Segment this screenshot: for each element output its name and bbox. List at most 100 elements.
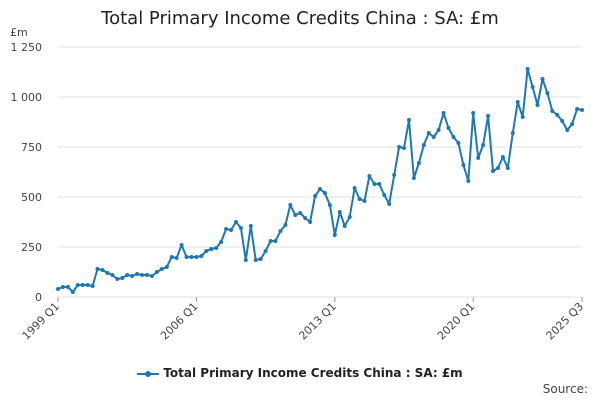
data-point	[169, 255, 174, 259]
data-point	[426, 131, 431, 135]
data-point	[125, 273, 130, 277]
y-tick-label: 1 250	[11, 41, 43, 54]
data-point	[149, 274, 154, 278]
data-point	[332, 233, 337, 237]
data-point	[471, 111, 476, 115]
data-point	[234, 220, 238, 224]
data-point	[322, 191, 327, 195]
data-point	[570, 122, 575, 126]
data-point	[229, 228, 233, 232]
data-point	[263, 249, 268, 253]
data-point	[491, 169, 495, 173]
data-point	[560, 119, 565, 123]
data-point	[100, 268, 105, 272]
data-point	[115, 277, 120, 281]
data-point	[500, 155, 505, 159]
data-point	[214, 246, 219, 250]
data-point	[120, 276, 125, 280]
data-point	[70, 290, 75, 294]
data-point	[199, 254, 204, 258]
data-point	[505, 166, 510, 170]
data-point	[382, 193, 387, 197]
legend-label: Total Primary Income Credits China : SA:…	[163, 366, 463, 380]
data-point	[387, 202, 392, 206]
data-point	[515, 100, 520, 104]
data-point	[407, 118, 411, 122]
data-point	[145, 273, 149, 277]
data-point	[441, 111, 446, 115]
data-point	[174, 256, 179, 260]
x-tick-label: 2025 Q3	[544, 300, 587, 343]
data-point	[60, 285, 65, 289]
data-point	[268, 239, 273, 243]
data-point	[56, 287, 60, 291]
data-point	[303, 216, 308, 220]
data-point	[337, 210, 342, 214]
data-point	[288, 203, 293, 207]
data-point	[580, 108, 584, 112]
data-point	[416, 161, 421, 165]
data-point	[510, 131, 515, 135]
data-point	[456, 141, 461, 145]
data-point	[293, 213, 298, 217]
data-point	[392, 173, 397, 177]
data-point	[327, 203, 332, 207]
y-tick-label: 750	[21, 141, 42, 154]
data-point	[110, 273, 115, 277]
data-point	[298, 211, 303, 215]
data-point	[209, 247, 214, 251]
data-point	[496, 166, 500, 170]
data-point	[421, 143, 426, 147]
data-point	[313, 194, 318, 198]
data-point	[431, 135, 436, 139]
data-point	[80, 283, 85, 287]
data-point	[575, 107, 580, 111]
y-tick-label: 0	[35, 291, 42, 304]
data-point	[377, 182, 382, 186]
x-tick-label: 1999 Q1	[20, 300, 63, 343]
data-point	[243, 258, 248, 262]
data-point	[466, 179, 471, 183]
data-point	[204, 249, 209, 253]
data-point	[75, 283, 80, 287]
chart-title: Total Primary Income Credits China : SA:…	[101, 8, 499, 29]
data-point	[248, 224, 253, 228]
data-point	[342, 224, 347, 228]
data-point	[540, 77, 545, 81]
data-point	[224, 227, 229, 231]
data-point	[238, 226, 243, 230]
data-point	[105, 271, 110, 275]
data-point	[258, 257, 263, 261]
data-point	[486, 114, 491, 118]
source-label: Source:	[542, 382, 588, 396]
data-point	[318, 187, 322, 191]
data-point	[219, 240, 224, 244]
data-point	[446, 126, 451, 130]
data-point	[550, 109, 555, 113]
data-point	[555, 113, 560, 117]
y-axis-unit: £m	[10, 26, 28, 39]
data-point	[273, 239, 278, 243]
data-point	[545, 91, 550, 95]
data-point	[130, 274, 135, 278]
data-point	[65, 285, 70, 289]
data-point	[476, 156, 481, 160]
data-point	[179, 243, 184, 247]
data-point	[154, 270, 159, 274]
data-point	[347, 215, 352, 219]
line-chart: 0 250 500 750 1 000 1 250 1999 Q1 2006 Q1 2013 Q…	[11, 41, 587, 343]
data-point	[95, 267, 100, 271]
legend: Total Primary Income Credits China : SA:…	[0, 366, 600, 380]
x-tick-label: 2020 Q1	[435, 300, 478, 343]
series-line	[57, 68, 583, 293]
data-point	[159, 267, 164, 271]
data-point	[357, 197, 362, 201]
data-point	[90, 284, 95, 288]
data-point	[283, 223, 288, 227]
data-point	[308, 220, 313, 224]
y-tick-label: 500	[21, 191, 42, 204]
data-point	[367, 174, 372, 178]
data-point	[140, 273, 144, 277]
data-point	[451, 135, 456, 139]
data-point	[481, 143, 486, 147]
